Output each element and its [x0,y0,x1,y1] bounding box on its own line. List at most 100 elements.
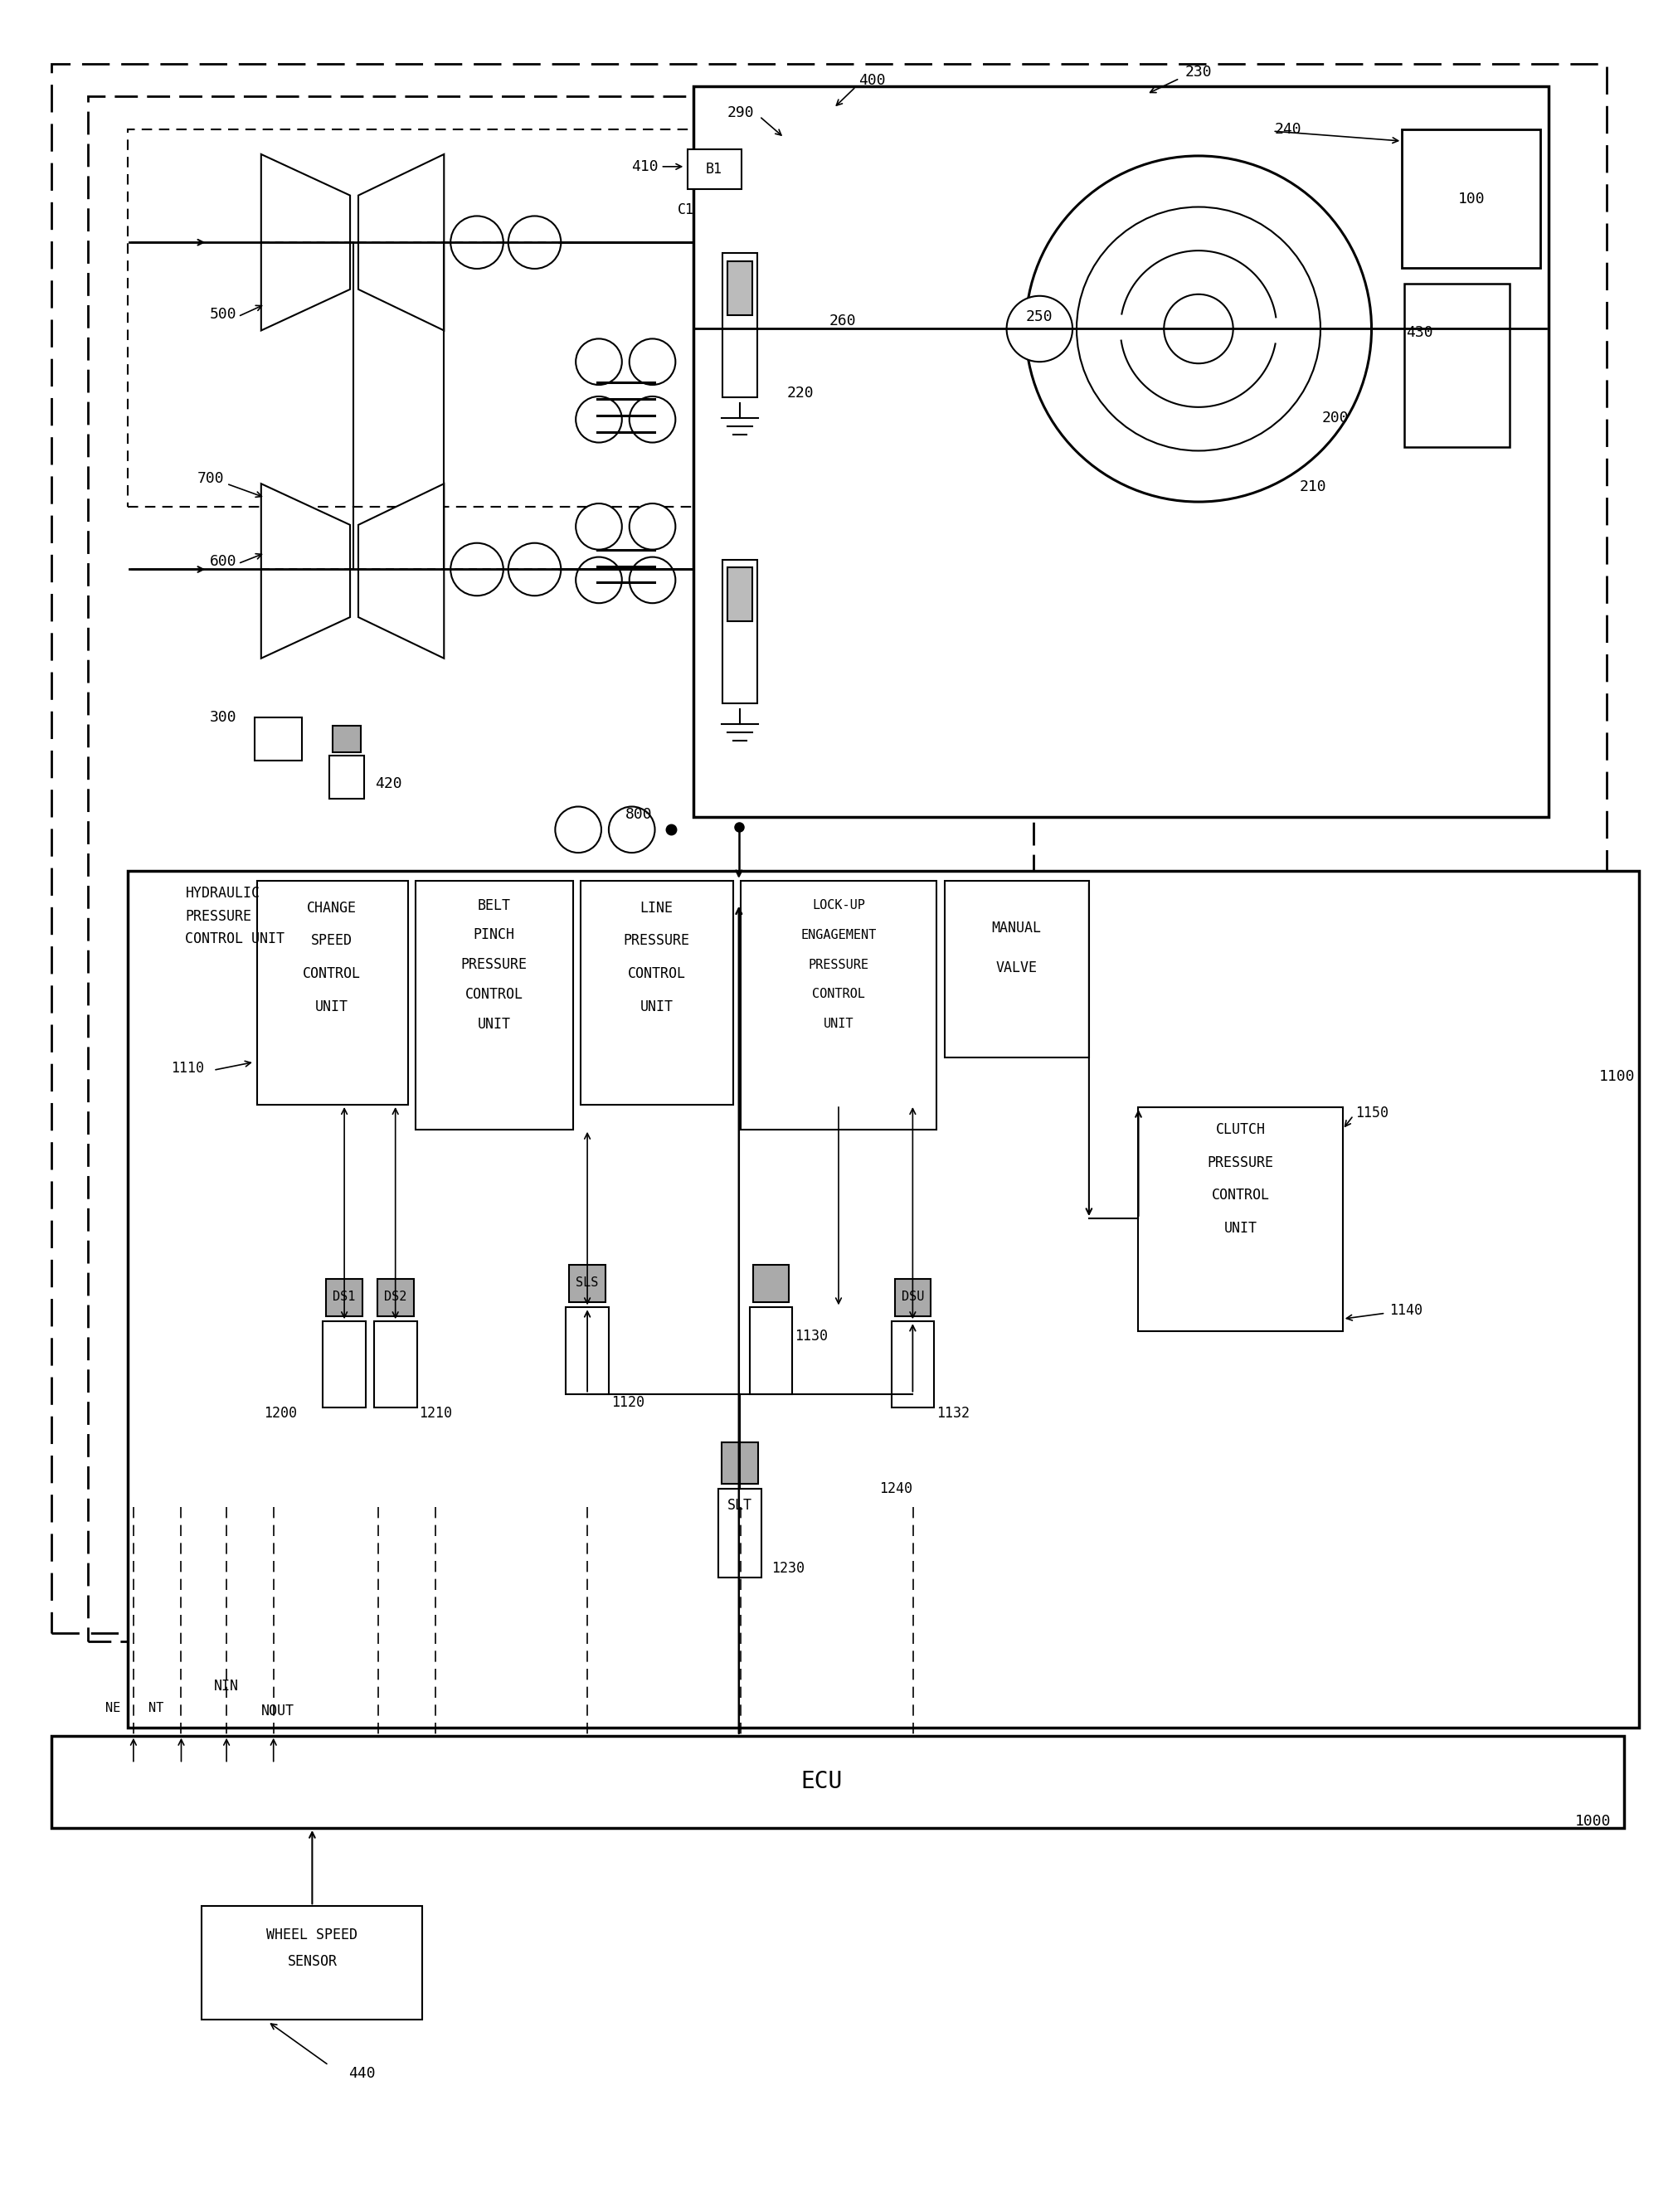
Circle shape [509,217,560,268]
Bar [202,1907,423,2020]
Text: 200: 200 [1322,411,1348,425]
Text: 290: 290 [728,106,755,119]
Circle shape [576,557,622,604]
Circle shape [509,542,560,595]
Text: HYDRAULIC: HYDRAULIC [186,885,259,900]
Text: 100: 100 [1457,190,1484,206]
Bar [52,1736,1624,1827]
Text: UNIT: UNIT [823,1018,853,1031]
Text: UNIT: UNIT [1225,1221,1256,1237]
Text: B1: B1 [706,161,723,177]
Bar [258,880,408,1104]
Text: 300: 300 [209,710,236,726]
Text: SLS: SLS [576,1276,599,1290]
Text: C1: C1 [678,204,694,217]
Bar [254,717,303,761]
Text: 210: 210 [1298,480,1327,495]
Text: 230: 230 [1184,64,1211,80]
Text: CONTROL: CONTROL [465,987,524,1002]
Bar [945,880,1089,1057]
Text: SENSOR: SENSOR [288,1953,336,1969]
Text: PINCH: PINCH [473,927,515,942]
Text: CONTROL: CONTROL [1211,1188,1270,1203]
Text: PRESSURE: PRESSURE [186,909,251,925]
Text: CONTROL: CONTROL [627,967,686,982]
Text: 500: 500 [209,307,236,321]
Polygon shape [261,155,350,330]
Polygon shape [358,484,443,659]
Text: NE: NE [105,1703,120,1714]
Text: 240: 240 [1275,122,1302,137]
Text: VALVE: VALVE [995,960,1037,975]
Text: 1132: 1132 [937,1407,970,1420]
Text: CONTROL UNIT: CONTROL UNIT [186,931,284,947]
Text: NOUT: NOUT [261,1703,294,1719]
Circle shape [1164,294,1233,363]
Text: UNIT: UNIT [316,1000,348,1015]
Bar [723,252,756,398]
Bar [694,86,1549,816]
Circle shape [609,807,654,852]
Text: DS1: DS1 [333,1290,356,1303]
Text: NT: NT [149,1703,164,1714]
Text: PRESSURE: PRESSURE [1208,1155,1273,1170]
Polygon shape [261,484,350,659]
Text: 1210: 1210 [420,1407,452,1420]
Text: 430: 430 [1405,325,1434,341]
Text: UNIT: UNIT [641,1000,673,1015]
Text: PRESSURE: PRESSURE [808,958,868,971]
Text: SLT: SLT [728,1498,753,1513]
Bar [89,97,1034,1641]
Circle shape [576,396,622,442]
Bar [721,1442,758,1484]
Text: 400: 400 [858,73,887,88]
Bar [753,1265,790,1303]
Text: PRESSURE: PRESSURE [462,958,527,973]
Text: BELT: BELT [478,898,510,914]
Bar [581,880,733,1104]
Text: LINE: LINE [641,900,673,916]
Text: 420: 420 [375,776,402,792]
Circle shape [629,338,676,385]
Text: LOCK-UP: LOCK-UP [811,900,865,911]
Text: MANUAL: MANUAL [992,920,1041,936]
Bar [728,261,753,314]
Text: CLUTCH: CLUTCH [1216,1121,1265,1137]
Bar [326,1279,363,1316]
Circle shape [629,504,676,549]
Text: 1150: 1150 [1355,1106,1389,1121]
Bar [565,1307,609,1394]
Bar [1402,131,1541,268]
Text: CHANGE: CHANGE [308,900,356,916]
Circle shape [1007,296,1072,363]
Bar [741,880,937,1130]
Bar [378,1279,413,1316]
Text: WHEEL SPEED: WHEEL SPEED [266,1927,358,1942]
Bar [723,560,756,703]
Bar [892,1321,934,1407]
Text: ECU: ECU [800,1770,842,1794]
Circle shape [576,504,622,549]
Text: UNIT: UNIT [478,1018,510,1031]
Text: 1200: 1200 [264,1407,296,1420]
Text: 220: 220 [786,385,813,400]
Text: 1000: 1000 [1574,1814,1611,1829]
Circle shape [450,217,504,268]
Circle shape [629,557,676,604]
Text: SPEED: SPEED [311,933,353,949]
Text: DS2: DS2 [385,1290,407,1303]
Text: 600: 600 [209,553,236,568]
Text: CONTROL: CONTROL [811,989,865,1000]
Text: 1120: 1120 [611,1394,644,1409]
Text: PRESSURE: PRESSURE [624,933,689,949]
Bar [569,1265,606,1303]
Bar [415,880,574,1130]
Polygon shape [358,155,443,330]
Text: 1240: 1240 [878,1482,912,1495]
Circle shape [576,338,622,385]
Bar [1404,283,1511,447]
Bar [127,131,694,507]
Bar [127,872,1640,1728]
Text: 260: 260 [830,314,857,327]
Text: 410: 410 [631,159,657,175]
